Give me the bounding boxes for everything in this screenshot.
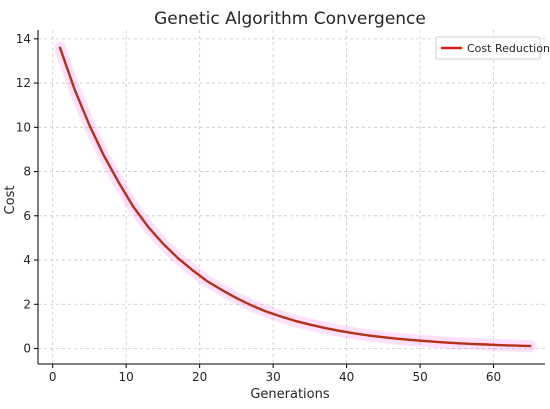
data-point <box>397 338 399 340</box>
data-point <box>191 269 193 271</box>
data-point <box>176 257 178 259</box>
data-point <box>338 330 340 332</box>
data-point <box>59 47 61 49</box>
data-point <box>323 327 325 329</box>
data-point <box>426 340 428 342</box>
x-tick-label: 40 <box>339 370 354 384</box>
y-tick-label: 6 <box>23 209 31 223</box>
x-tick-label: 20 <box>192 370 207 384</box>
axes <box>37 30 545 365</box>
data-point <box>250 304 252 306</box>
x-tick-label: 10 <box>119 370 134 384</box>
series-layer <box>58 46 532 348</box>
data-point <box>294 320 296 322</box>
data-point <box>353 332 355 334</box>
x-tick-label: 60 <box>486 370 501 384</box>
data-point <box>470 343 472 345</box>
x-tick-label: 30 <box>265 370 280 384</box>
data-point <box>441 341 443 343</box>
y-tick-label: 4 <box>23 253 31 267</box>
data-point <box>147 226 149 228</box>
data-point <box>88 124 90 126</box>
y-tick-label: 0 <box>23 342 31 356</box>
data-point <box>485 343 487 345</box>
series-line-overlay-0 <box>59 46 532 347</box>
data-point <box>74 89 76 91</box>
legend-label: Cost Reduction <box>467 42 550 55</box>
series-highlight-band <box>54 41 537 353</box>
y-axis-title: Cost <box>3 186 18 215</box>
data-point <box>456 342 458 344</box>
data-point <box>382 336 384 338</box>
data-point <box>235 297 237 299</box>
legend-box <box>435 36 541 60</box>
data-point <box>118 181 120 183</box>
x-axis-ticks: 0 10 20 30 40 50 60 <box>49 364 501 384</box>
data-point <box>103 155 105 157</box>
legend: Cost Reduction <box>435 36 550 60</box>
data-point <box>162 242 164 244</box>
chart-title: Genetic Algorithm Convergence <box>154 9 426 29</box>
data-point <box>279 315 281 317</box>
y-tick-label: 8 <box>23 165 31 179</box>
x-axis-title: Generations <box>250 387 330 402</box>
data-point <box>412 339 414 341</box>
data-point <box>529 345 531 347</box>
data-point <box>368 334 370 336</box>
data-point <box>265 310 267 312</box>
y-tick-label: 10 <box>16 120 31 134</box>
data-point <box>221 289 223 291</box>
y-tick-label: 2 <box>23 297 31 311</box>
x-tick-label: 50 <box>412 370 427 384</box>
highlight-band <box>54 41 537 353</box>
y-tick-label: 12 <box>16 76 31 90</box>
data-point <box>206 280 208 282</box>
data-point <box>132 206 134 208</box>
y-tick-label: 14 <box>16 32 31 46</box>
x-tick-label: 0 <box>49 370 57 384</box>
data-point <box>500 344 502 346</box>
data-point <box>309 323 311 325</box>
y-axis-ticks: 0 2 4 6 8 10 12 14 <box>16 32 38 356</box>
data-point <box>514 344 516 346</box>
